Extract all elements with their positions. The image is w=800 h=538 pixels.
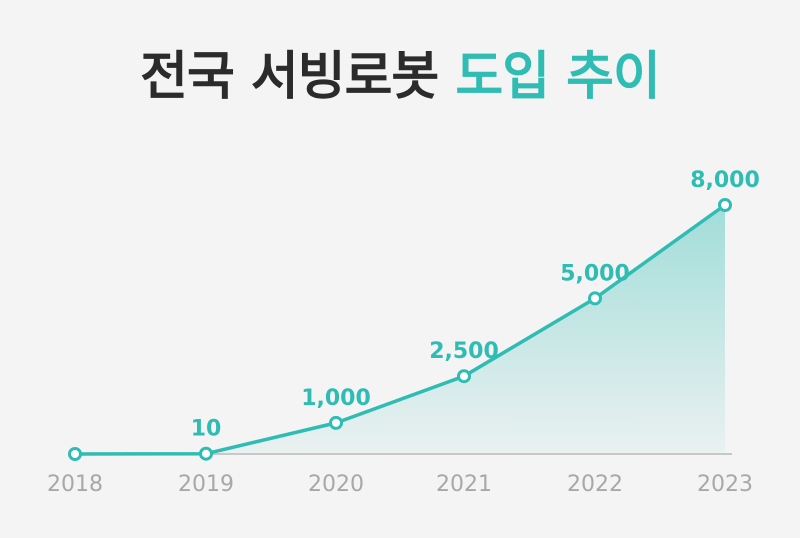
data-point-2020 [329,415,343,430]
title-main: 전국 서빙로봇 [140,47,439,107]
data-label-2021: 2,500 [429,339,499,364]
data-point-2019 [199,446,213,461]
data-label-2019: 10 [191,417,222,442]
data-label-2022: 5,000 [560,261,630,286]
title-accent: 도입 추이 [455,47,660,107]
chart-title: 전국 서빙로봇 도입 추이 [0,42,800,112]
data-point-2022 [588,291,602,306]
data-point-2023 [718,198,732,212]
data-point-2021 [457,369,471,384]
x-tick-label-2020: 2020 [308,472,364,497]
series-line [73,203,727,456]
data-label-2020: 1,000 [301,386,371,411]
x-tick-label-2018: 2018 [47,472,103,497]
series-area [75,205,725,454]
x-tick-label-2022: 2022 [567,472,623,497]
x-tick-label-2021: 2021 [436,472,492,497]
data-label-2023: 8,000 [690,168,760,193]
x-tick-label-2019: 2019 [178,472,234,497]
x-tick-label-2023: 2023 [697,472,753,497]
data-point-2018 [68,447,82,461]
